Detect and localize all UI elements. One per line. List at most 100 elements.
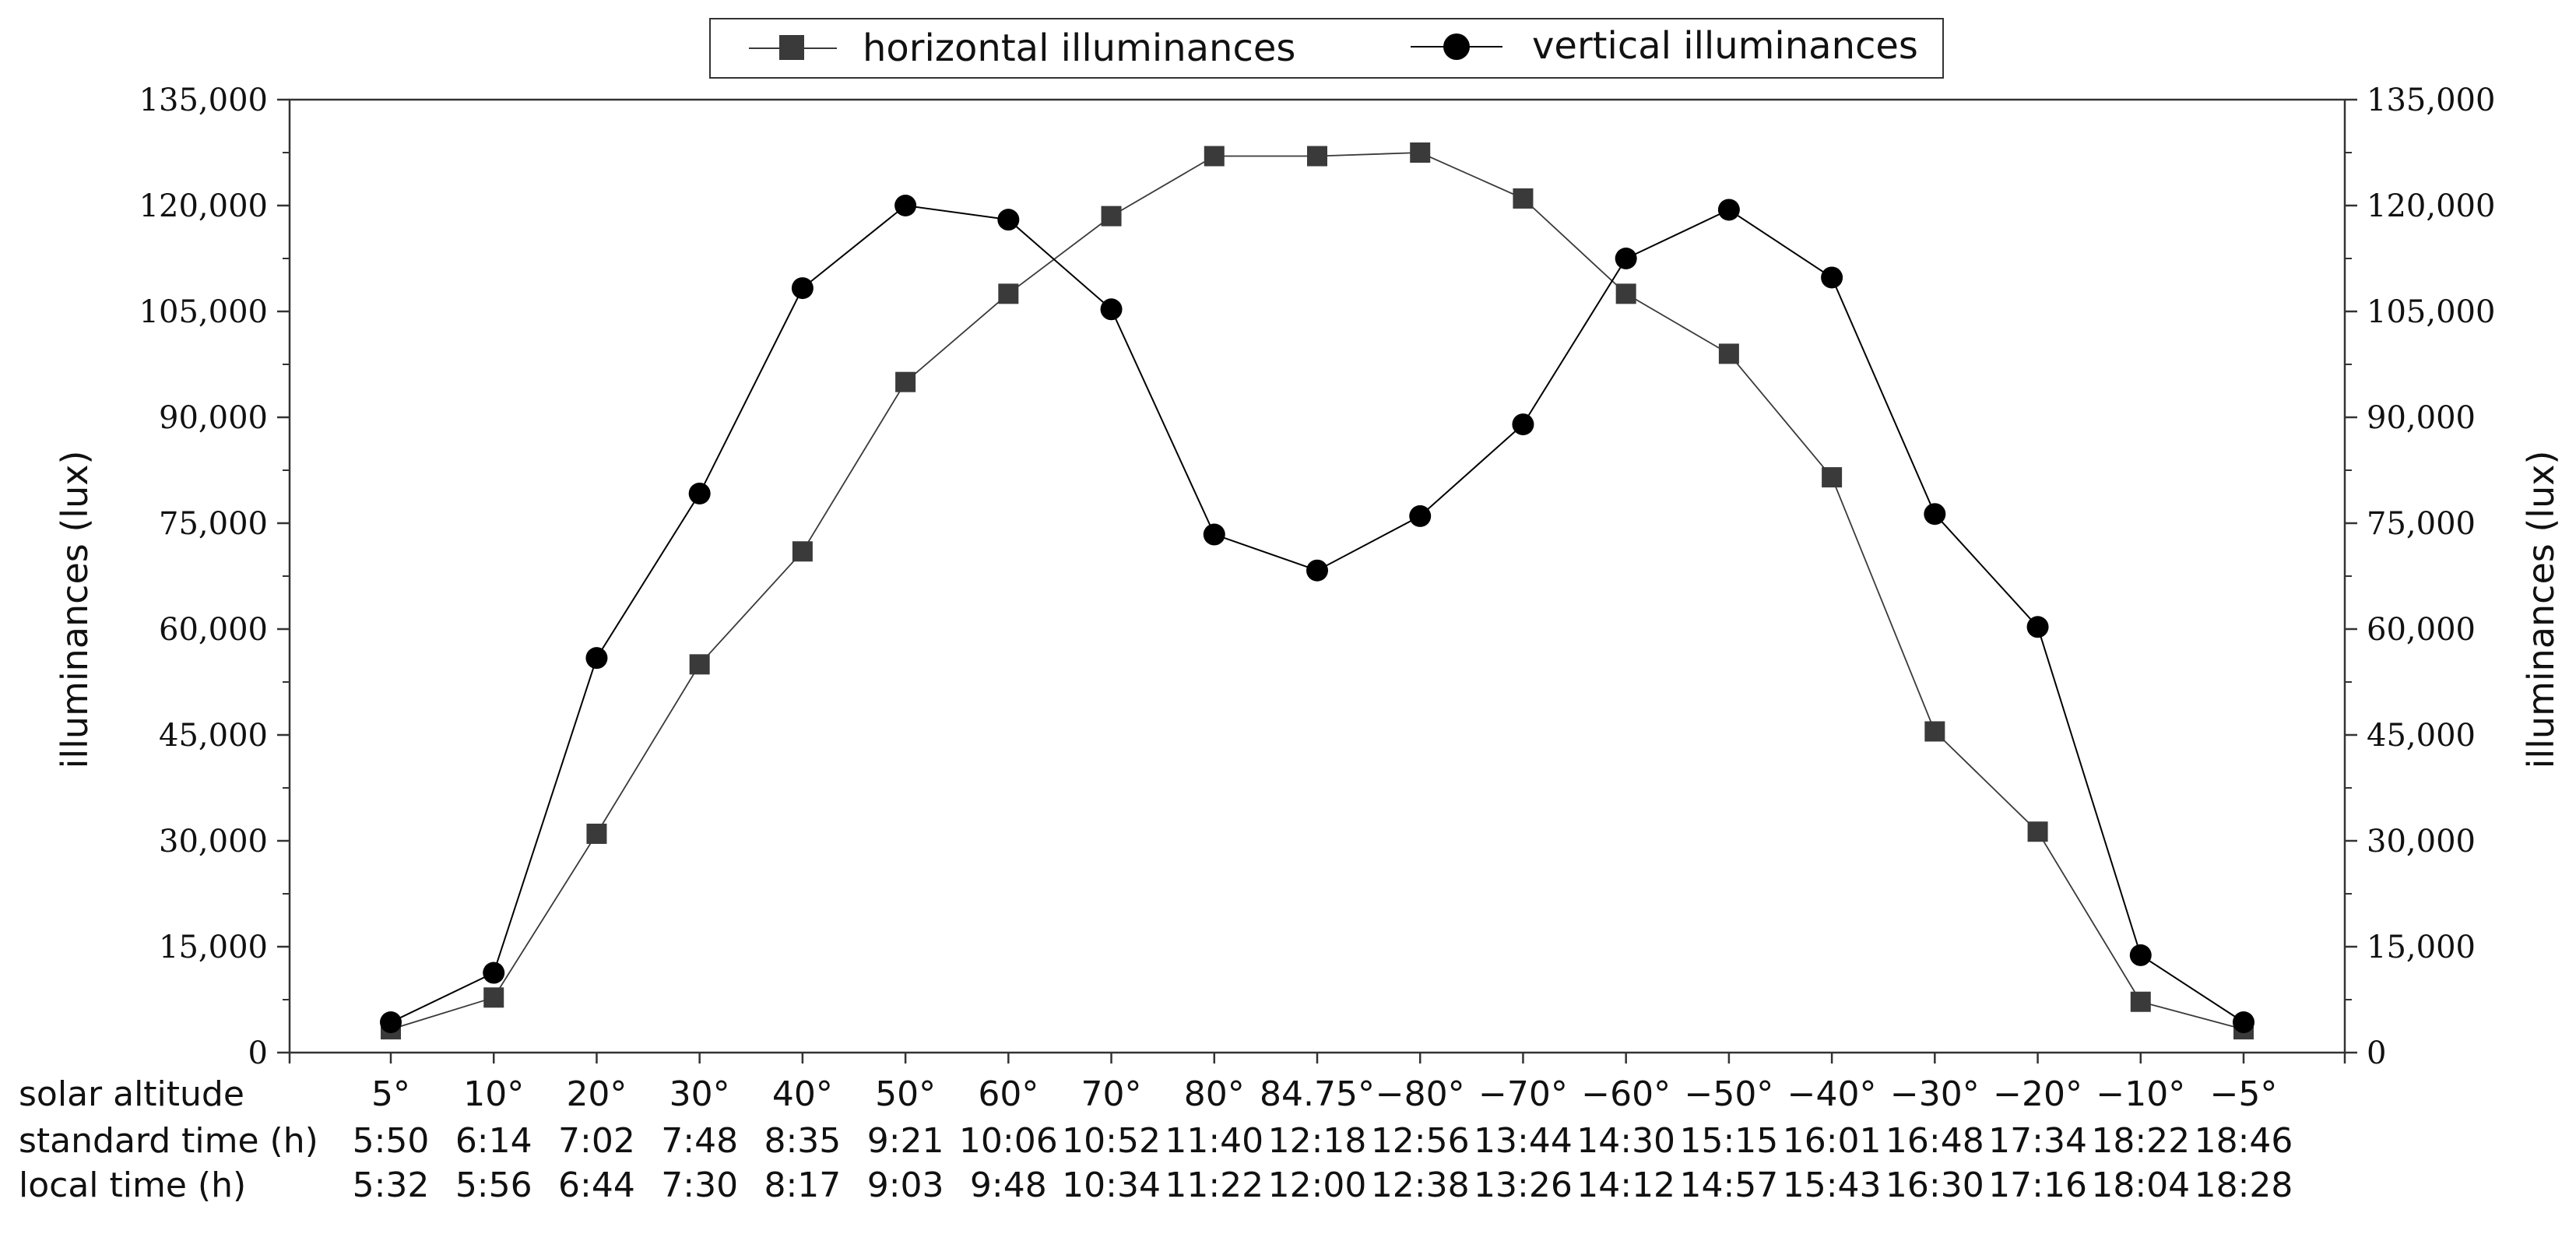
local-time-label: 14:12 (1576, 1165, 1675, 1205)
horizontal-point (998, 283, 1019, 304)
legend-marker-square (779, 35, 804, 60)
horizontal-point (1822, 467, 1843, 488)
solar-altitude-label: 80° (1184, 1074, 1245, 1114)
y-tick-label-left: 135,000 (139, 83, 268, 118)
local-time-label: 12:38 (1371, 1165, 1470, 1205)
y-tick-label-left: 60,000 (159, 612, 268, 648)
y-tick-label-right: 60,000 (2367, 612, 2476, 648)
series-line-horizontal (390, 152, 2244, 1030)
horizontal-point (1615, 283, 1636, 304)
vertical-point (688, 482, 711, 504)
horizontal-point (586, 823, 607, 844)
vertical-point (380, 1011, 402, 1034)
solar-altitude-label: −30° (1890, 1074, 1980, 1114)
standard-time-label: 6:14 (455, 1121, 532, 1161)
solar-altitude-label: −70° (1478, 1074, 1568, 1114)
y-tick-label-left: 105,000 (139, 294, 268, 330)
standard-time-label: 9:21 (867, 1121, 944, 1161)
horizontal-point (1204, 146, 1225, 167)
solar-altitude-row-label: solar altitude (19, 1074, 244, 1114)
y-axis-title-right: illuminances (lux) (2520, 451, 2562, 769)
y-tick-label-right: 30,000 (2367, 824, 2476, 860)
vertical-point (1615, 248, 1637, 269)
vertical-point (1512, 413, 1534, 436)
standard-time-label: 5:50 (353, 1121, 430, 1161)
local-time-label: 14:57 (1679, 1165, 1778, 1205)
local-time-label: 7:30 (661, 1165, 738, 1205)
vertical-point (2129, 944, 2152, 966)
local-time-label: 11:22 (1165, 1165, 1263, 1205)
series-layer (380, 142, 2254, 1040)
vertical-point (2233, 1011, 2254, 1034)
y-tick-label-right: 75,000 (2367, 506, 2476, 542)
standard-time-label: 18:46 (2195, 1121, 2293, 1161)
solar-altitude-label: 84.75° (1260, 1074, 1375, 1114)
standard-time-label: 10:52 (1062, 1121, 1161, 1161)
standard-time-label: 18:22 (2091, 1121, 2190, 1161)
y-tick-label-left: 0 (248, 1035, 268, 1071)
legend-label-vertical: vertical illuminances (1532, 24, 1918, 68)
y-tick-label-right: 120,000 (2367, 188, 2495, 224)
standard-time-label: 16:48 (1885, 1121, 1984, 1161)
local-time-label: 9:03 (867, 1165, 944, 1205)
horizontal-point (483, 987, 504, 1008)
y-tick-label-right: 105,000 (2367, 294, 2495, 330)
solar-altitude-label: −50° (1684, 1074, 1773, 1114)
local-time-label: 18:04 (2091, 1165, 2190, 1205)
vertical-point (483, 962, 505, 984)
local-time-label: 5:32 (353, 1165, 430, 1205)
local-time-label: 15:43 (1783, 1165, 1882, 1205)
vertical-point (791, 277, 814, 300)
horizontal-point (689, 654, 710, 675)
vertical-point (1821, 266, 1843, 289)
local-time-label: 6:44 (558, 1165, 635, 1205)
vertical-point (1924, 503, 1946, 526)
y-tick-label-left: 120,000 (139, 188, 268, 224)
horizontal-point (2130, 991, 2151, 1012)
right-y-axis: 0 15,000 30,000 45,000 60,000 75,000 90,000 105… (2345, 83, 2495, 1071)
vertical-point (894, 195, 917, 216)
standard-time-label: 11:40 (1165, 1121, 1263, 1161)
y-tick-label-left: 75,000 (159, 506, 268, 542)
x-label-rows: solar altitude standard time (h)local tim… (19, 1074, 2293, 1205)
local-time-label: 5:56 (455, 1165, 532, 1205)
y-tick-label-right: 15,000 (2367, 930, 2476, 965)
vertical-point (1100, 298, 1123, 321)
legend: horizontal illuminances vertical illumin… (709, 18, 1944, 79)
y-tick-label-left: 45,000 (159, 718, 268, 754)
y-tick-label-right: 135,000 (2367, 83, 2495, 118)
standard-time-label: 16:01 (1783, 1121, 1882, 1161)
horizontal-point (1513, 188, 1534, 209)
local-time-label: 9:48 (970, 1165, 1047, 1205)
solar-altitude-label: −60° (1581, 1074, 1671, 1114)
y-tick-label-left: 90,000 (159, 400, 268, 436)
legend-marker-circle (1443, 33, 1470, 60)
solar-altitude-label: 60° (978, 1074, 1038, 1114)
y-tick-label-left: 30,000 (159, 824, 268, 860)
local-time-label: 10:34 (1062, 1165, 1161, 1205)
vertical-point (1409, 504, 1432, 527)
solar-altitude-label: 30° (669, 1074, 730, 1114)
solar-altitude-label: 5° (371, 1074, 410, 1114)
local-time-row-label: local time (h) (19, 1165, 246, 1205)
horizontal-point (1410, 142, 1431, 163)
series-line-vertical (390, 204, 2244, 1023)
legend-box (709, 18, 1944, 79)
x-axis (288, 1053, 2346, 1063)
local-time-label: 13:26 (1474, 1165, 1573, 1205)
y-tick-label-left: 15,000 (159, 930, 268, 965)
left-y-axis: 0 15,000 30,000 45,000 60,000 75,000 90,000 105… (139, 83, 290, 1071)
solar-altitude-label: 70° (1081, 1074, 1142, 1114)
solar-altitude-label: 50° (875, 1074, 936, 1114)
horizontal-point (1101, 206, 1122, 227)
solar-altitude-label: −5° (2210, 1074, 2278, 1114)
vertical-point (1717, 199, 1740, 221)
solar-altitude-label: −40° (1787, 1074, 1877, 1114)
local-time-label: 17:16 (1988, 1165, 2087, 1205)
standard-time-label: 10:06 (959, 1121, 1058, 1161)
solar-altitude-label: −20° (1993, 1074, 2082, 1114)
vertical-point (2026, 616, 2049, 638)
y-tick-label-right: 45,000 (2367, 718, 2476, 754)
horizontal-point (792, 541, 813, 562)
